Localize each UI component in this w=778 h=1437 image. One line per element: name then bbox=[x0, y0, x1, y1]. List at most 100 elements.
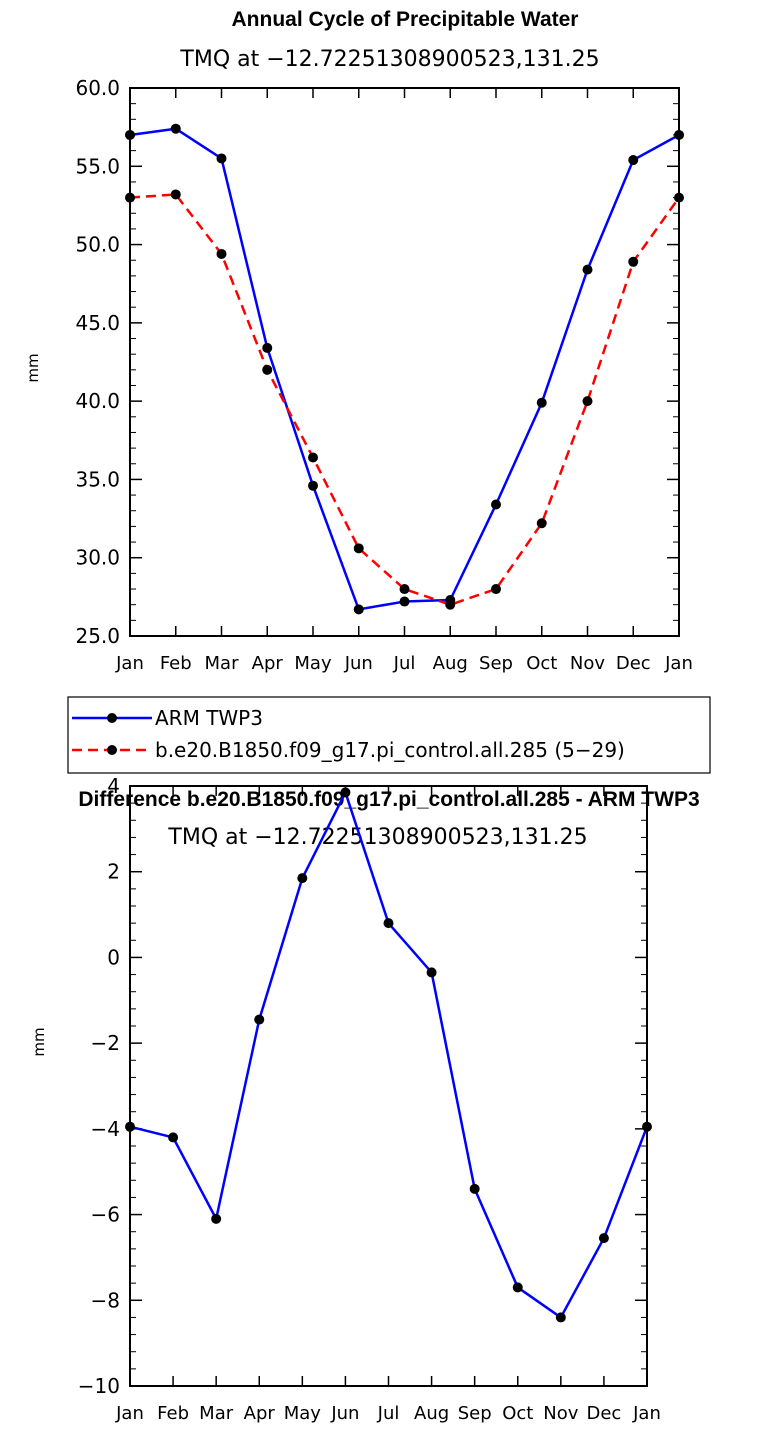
legend: ARM TWP3 b.e20.B1850.f09_g17.pi_control.… bbox=[67, 696, 711, 774]
chart1-ytick-label: 60.0 bbox=[75, 76, 120, 100]
chart2-xtick-label: Jun bbox=[330, 1403, 359, 1424]
chart2-series-0-point bbox=[383, 918, 394, 929]
chart2-xtick-label: Sep bbox=[458, 1403, 492, 1424]
chart2-ytick-label: 4 bbox=[107, 774, 120, 798]
chart2-series-0-point bbox=[469, 1183, 480, 1194]
legend-label-model: b.e20.B1850.f09_g17.pi_control.all.285 (… bbox=[155, 738, 625, 762]
chart2-ytick-label: −4 bbox=[91, 1117, 120, 1141]
chart2-xtick-label: May bbox=[284, 1403, 322, 1424]
chart2-series-0-point bbox=[555, 1312, 566, 1323]
chart1-xtick-label: May bbox=[294, 653, 332, 674]
chart1-plot-area: Jan Feb Mar Apr May Jun Jul Aug Sep Oct Nov Dec Jan 2… bbox=[75, 76, 692, 674]
chart1-series-0-point bbox=[628, 155, 639, 166]
chart1-xtick-label: Dec bbox=[616, 653, 651, 674]
chart2-ylabel: mm bbox=[30, 1027, 48, 1056]
chart2-xtick-label: Nov bbox=[543, 1403, 578, 1424]
chart1-series-1-point bbox=[399, 584, 410, 595]
chart2-title: Difference b.e20.B1850.f09_g17.pi_contro… bbox=[78, 788, 699, 811]
chart1-ytick-label: 45.0 bbox=[75, 311, 120, 335]
chart1-ytick-label: 25.0 bbox=[75, 624, 120, 648]
chart2-series-0-point bbox=[340, 787, 351, 798]
chart2-xtick-label: Aug bbox=[414, 1403, 449, 1424]
chart2-series-0-point bbox=[254, 1014, 265, 1025]
chart1-series-1-line bbox=[129, 193, 681, 606]
chart1-xtick-label: Jan bbox=[115, 653, 144, 674]
chart2-series-0-point bbox=[642, 1121, 652, 1132]
chart1-series-1-point bbox=[262, 364, 273, 375]
chart2-ytick-label: −2 bbox=[91, 1031, 120, 1055]
chart1-series-1-point bbox=[170, 189, 181, 200]
chart1-xtick-label: Feb bbox=[160, 653, 192, 674]
chart1-ytick-label: 35.0 bbox=[75, 467, 120, 491]
chart2-ytick-label: −8 bbox=[91, 1288, 120, 1312]
chart1-ytick-label: 55.0 bbox=[75, 154, 120, 178]
chart1-series-1-point bbox=[582, 396, 593, 407]
chart2-series-0-point bbox=[125, 1121, 135, 1132]
chart1-subtitle: TMQ at −12.72251308900523,131.25 bbox=[179, 47, 599, 72]
legend-marker-model bbox=[107, 745, 117, 755]
chart1-series-0-point bbox=[216, 153, 227, 164]
chart1-series-1-point bbox=[125, 192, 135, 203]
chart1-ylabel: mm bbox=[24, 353, 42, 382]
chart2-xtick-label: Oct bbox=[502, 1403, 533, 1424]
chart1-xtick-label: Apr bbox=[252, 653, 284, 674]
chart2-series-0-point bbox=[297, 873, 308, 884]
chart2-series-0-point bbox=[426, 967, 437, 978]
legend-marker-arm bbox=[107, 713, 117, 723]
legend-box bbox=[67, 696, 711, 774]
chart1-series-1-point bbox=[674, 192, 684, 203]
chart1-title: Annual Cycle of Precipitable Water bbox=[232, 8, 579, 31]
chart1-series-0-point bbox=[262, 342, 273, 353]
chart1-xtick-label: Nov bbox=[570, 653, 605, 674]
chart1-ytick-label: 40.0 bbox=[75, 389, 120, 413]
legend-label-arm: ARM TWP3 bbox=[155, 706, 263, 730]
chart1-series-1-point bbox=[628, 256, 639, 267]
chart1-series-0-point bbox=[491, 499, 501, 510]
chart2-series-0-line bbox=[129, 791, 649, 1319]
chart1-series-0-point bbox=[170, 123, 181, 134]
chart2-xtick-label: Jan bbox=[632, 1403, 661, 1424]
chart2-frame bbox=[129, 785, 648, 1387]
chart2-xtick-label: Jul bbox=[377, 1403, 400, 1424]
chart1-ytick-label: 50.0 bbox=[75, 233, 120, 257]
chart1-xtick-label: Oct bbox=[526, 653, 557, 674]
chart1-series-1-point bbox=[536, 518, 547, 529]
chart2-xtick-label: Mar bbox=[199, 1403, 234, 1424]
chart1-xtick-label: Aug bbox=[433, 653, 468, 674]
chart1-series-0-line bbox=[129, 127, 680, 611]
chart1-series-0-point bbox=[125, 129, 135, 140]
chart1-xtick-label: Jul bbox=[393, 653, 416, 674]
chart2-series-0-point bbox=[598, 1233, 609, 1244]
chart1-series-1-point bbox=[216, 248, 227, 259]
chart2-series-0-point bbox=[168, 1132, 179, 1143]
chart1-series-0-point bbox=[399, 596, 410, 607]
chart2-xtick-label: Apr bbox=[244, 1403, 276, 1424]
chart2-ytick-label: 0 bbox=[107, 945, 120, 969]
chart2-series-0-point bbox=[512, 1282, 523, 1293]
chart1-series-1-point bbox=[308, 452, 318, 463]
chart1-xtick-label: Mar bbox=[205, 653, 240, 674]
chart1-series-0-point bbox=[674, 129, 684, 140]
chart2-xtick-label: Dec bbox=[586, 1403, 621, 1424]
chart1-series-1-point bbox=[491, 584, 501, 595]
chart2-plot-area: Jan Feb Mar Apr May Jun Jul Aug Sep Oct Nov Dec Jan −… bbox=[78, 774, 661, 1424]
chart1-xtick-label: Sep bbox=[479, 653, 513, 674]
chart1-series-0-point bbox=[308, 480, 318, 491]
chart2-xtick-label: Feb bbox=[157, 1403, 189, 1424]
chart1-series-0-point bbox=[353, 604, 364, 615]
chart2-xtick-label: Jan bbox=[115, 1403, 144, 1424]
chart2-ytick-label: −10 bbox=[78, 1374, 120, 1398]
chart1-xtick-label: Jun bbox=[344, 653, 373, 674]
chart1-xtick-label: Jan bbox=[664, 653, 693, 674]
chart2-subtitle: TMQ at −12.72251308900523,131.25 bbox=[167, 825, 587, 850]
chart1-frame bbox=[129, 87, 680, 637]
chart2-series-0-point bbox=[211, 1213, 222, 1224]
chart1-series-1-point bbox=[353, 543, 364, 554]
chart1-series-0-point bbox=[582, 264, 593, 275]
chart1-ytick-label: 30.0 bbox=[75, 546, 120, 570]
chart2-ytick-label: −6 bbox=[91, 1203, 120, 1227]
chart2-ytick-label: 2 bbox=[107, 860, 120, 884]
chart1-series-1-point bbox=[445, 599, 456, 610]
chart1-series-0-point bbox=[536, 397, 547, 408]
